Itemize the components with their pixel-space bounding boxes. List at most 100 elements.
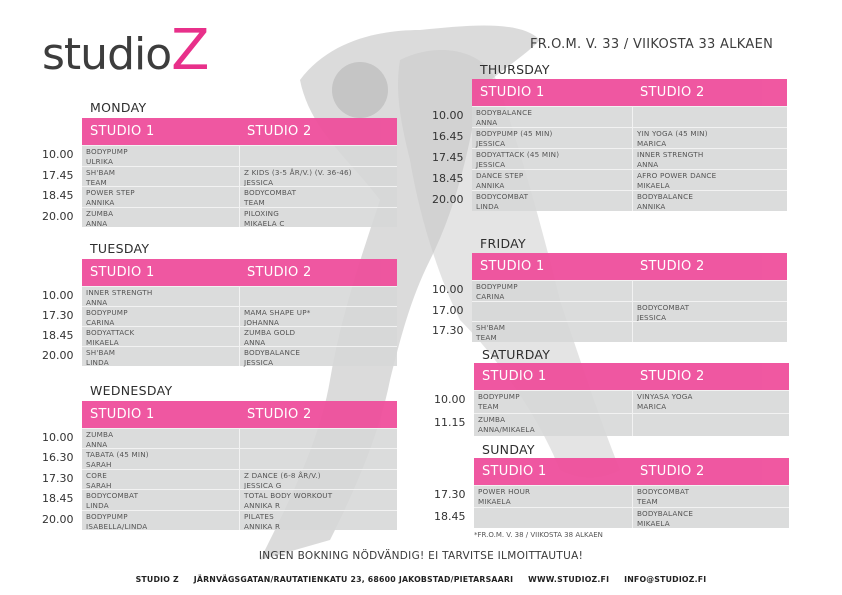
schedule-row: BODYPUMP ULRIKA — [82, 145, 397, 166]
class-cell-studio-2: BODYBALANCE ANNIKA — [637, 192, 693, 212]
class-name: AFRO POWER DANCE — [637, 171, 717, 180]
instructor-name: ANNA — [86, 298, 108, 307]
class-name: BODYPUMP (45 MIN) — [476, 129, 553, 138]
class-cell-studio-1: INNER STRENGTH ANNA — [86, 288, 152, 308]
class-name: ZUMBA GOLD — [244, 328, 296, 337]
class-cell-studio-1: BODYATTACK (45 MIN) JESSICA — [476, 150, 559, 170]
footnote: *FR.O.M. V. 38 / VIIKOSTA 38 ALKAEN — [474, 531, 603, 539]
studio-2-label: STUDIO 2 — [247, 407, 312, 422]
instructor-name: JESSICA — [244, 358, 274, 367]
class-name: DANCE STEP — [476, 171, 524, 180]
instructor-name: ANNIKA — [637, 202, 666, 211]
instructor-name: TEAM — [478, 402, 499, 411]
class-cell-studio-2: BODYCOMBAT TEAM — [244, 188, 296, 208]
studio-1-label: STUDIO 1 — [482, 464, 547, 479]
column-divider — [239, 287, 240, 306]
class-time: 10.00 — [434, 393, 466, 406]
day-block-saturday: SATURDAY STUDIO 1 STUDIO 2 BODYPUMP TEAM VINY… — [434, 0, 789, 595]
class-name: BODYCOMBAT — [244, 188, 297, 197]
class-time: 20.00 — [432, 193, 464, 206]
studio-2-label: STUDIO 2 — [247, 265, 312, 280]
class-time: 17.00 — [432, 303, 464, 317]
class-cell-studio-1: BODYPUMP (45 MIN) JESSICA — [476, 129, 553, 149]
class-name: BODYATTACK — [86, 328, 135, 337]
class-name: PILATES — [244, 511, 274, 521]
class-cell-studio-1: POWER STEP ANNIKA — [86, 188, 135, 208]
class-cell-studio-1: BODYPUMP CARINA — [476, 282, 518, 302]
class-cell-studio-2: MAMA SHAPE UP* JOHANNA — [244, 308, 311, 328]
class-name: BODYBALANCE — [637, 192, 694, 201]
contact-address: JÄRNVÄGSGATAN/RAUTATIENKATU 23, 68600 JA… — [193, 575, 514, 584]
class-name: POWER HOUR — [478, 487, 531, 496]
studio-2-label: STUDIO 2 — [247, 124, 312, 139]
studio-2-label: STUDIO 2 — [640, 85, 705, 100]
column-divider — [632, 149, 633, 169]
instructor-name: JESSICA — [476, 160, 506, 169]
class-time: 10.00 — [42, 148, 74, 161]
class-cell-studio-1: ZUMBA ANNA — [86, 430, 113, 450]
class-cell-studio-1: SH'BAM TEAM — [476, 323, 505, 343]
class-time: 20.00 — [42, 349, 74, 362]
class-cell-studio-1: SH'BAM LINDA — [86, 348, 115, 368]
class-cell-studio-1: BODYPUMP ULRIKA — [86, 147, 128, 167]
schedule-row: TABATA (45 MIN) SARAH — [82, 448, 397, 470]
schedule-row: BODYCOMBAT LINDA BODYBALANCE ANNIKA — [472, 190, 787, 211]
instructor-name: ANNA — [637, 160, 659, 169]
class-time: 16.30 — [42, 451, 74, 465]
class-time: 17.45 — [432, 151, 464, 164]
column-divider — [239, 327, 240, 346]
studio-header: STUDIO 1 STUDIO 2 — [82, 118, 397, 145]
day-title: WEDNESDAY — [90, 383, 173, 398]
day-block-sunday: SUNDAY STUDIO 1 STUDIO 2 POWER HOUR MIKAELA B… — [434, 0, 789, 595]
class-cell-studio-2: PILATES ANNIKA R — [244, 512, 280, 532]
schedule-row: SH'BAM TEAM Z KIDS (3-5 ÅR/V.) (V. 36-46) J… — [82, 165, 397, 188]
day-title: FRIDAY — [480, 236, 526, 251]
studio-header: STUDIO 1 STUDIO 2 — [82, 259, 397, 286]
instructor-name: MARICA — [637, 402, 667, 411]
instructor-name: MIKAELA — [86, 338, 119, 347]
class-cell-studio-2: INNER STRENGTH ANNA — [637, 150, 703, 170]
class-cell-studio-2: Z DANCE (6-8 ÅR/V.) JESSICA G — [244, 471, 321, 491]
column-divider — [632, 301, 633, 321]
schedule-row: BODYPUMP (45 MIN) JESSICA YIN YOGA (45 MIN… — [472, 127, 787, 148]
studio-header: STUDIO 1 STUDIO 2 — [474, 363, 789, 390]
class-time: 10.00 — [432, 109, 464, 122]
column-divider — [239, 490, 240, 510]
class-time: 18.45 — [42, 492, 74, 506]
class-cell-studio-2: VINYASA YOGA MARICA — [637, 392, 693, 412]
schedule-row: CORE SARAH Z DANCE (6-8 ÅR/V.) JESSICA G — [82, 468, 397, 491]
schedule-row: ZUMBA ANNA/MIKAELA — [474, 413, 789, 436]
class-name: Z KIDS (3-5 ÅR/V.) (V. 36-46) — [244, 167, 352, 177]
class-name: BODYCOMBAT — [476, 192, 529, 201]
class-time: 20.00 — [42, 512, 74, 526]
instructor-name: JESSICA G — [244, 480, 282, 490]
class-name: BODYPUMP — [478, 392, 520, 401]
class-time: 20.00 — [42, 209, 74, 223]
day-block-monday: MONDAY STUDIO 1 STUDIO 2 BODYPUMP ULRIKA 10.0… — [42, 0, 397, 595]
studio-2-label: STUDIO 2 — [640, 464, 705, 479]
class-time: 17.30 — [42, 309, 74, 322]
class-cell-studio-1: TABATA (45 MIN) SARAH — [86, 450, 149, 470]
column-divider — [632, 128, 633, 148]
column-divider — [239, 146, 240, 166]
studio-1-label: STUDIO 1 — [480, 259, 545, 274]
class-cell-studio-2: Z KIDS (3-5 ÅR/V.) (V. 36-46) JESSICA — [244, 168, 352, 188]
day-title: SUNDAY — [482, 442, 535, 457]
day-title: MONDAY — [90, 100, 147, 115]
class-name: YIN YOGA (45 MIN) — [637, 129, 708, 138]
class-cell-studio-1: BODYATTACK MIKAELA — [86, 328, 134, 348]
website-link[interactable]: WWW.STUDIOZ.FI — [528, 575, 610, 584]
studio-1-label: STUDIO 1 — [482, 369, 547, 384]
class-cell-studio-2: AFRO POWER DANCE MIKAELA — [637, 171, 716, 191]
class-name: BODYPUMP — [86, 308, 128, 317]
schedule-row: BODYPUMP CARINA — [472, 280, 787, 301]
schedule-row: BODYBALANCE MIKAELA — [474, 506, 789, 528]
class-cell-studio-2: PILOXING MIKAELA C — [244, 209, 285, 229]
class-cell-studio-1: BODYPUMP TEAM — [478, 392, 520, 412]
studio-2-label: STUDIO 2 — [640, 369, 705, 384]
class-cell-studio-2: ZUMBA GOLD ANNA — [244, 328, 295, 348]
email-link[interactable]: INFO@STUDIOZ.FI — [624, 575, 707, 584]
studio-z-logo: studioZ — [42, 18, 210, 83]
instructor-name: ULRIKA — [86, 157, 114, 166]
column-divider — [239, 187, 240, 207]
